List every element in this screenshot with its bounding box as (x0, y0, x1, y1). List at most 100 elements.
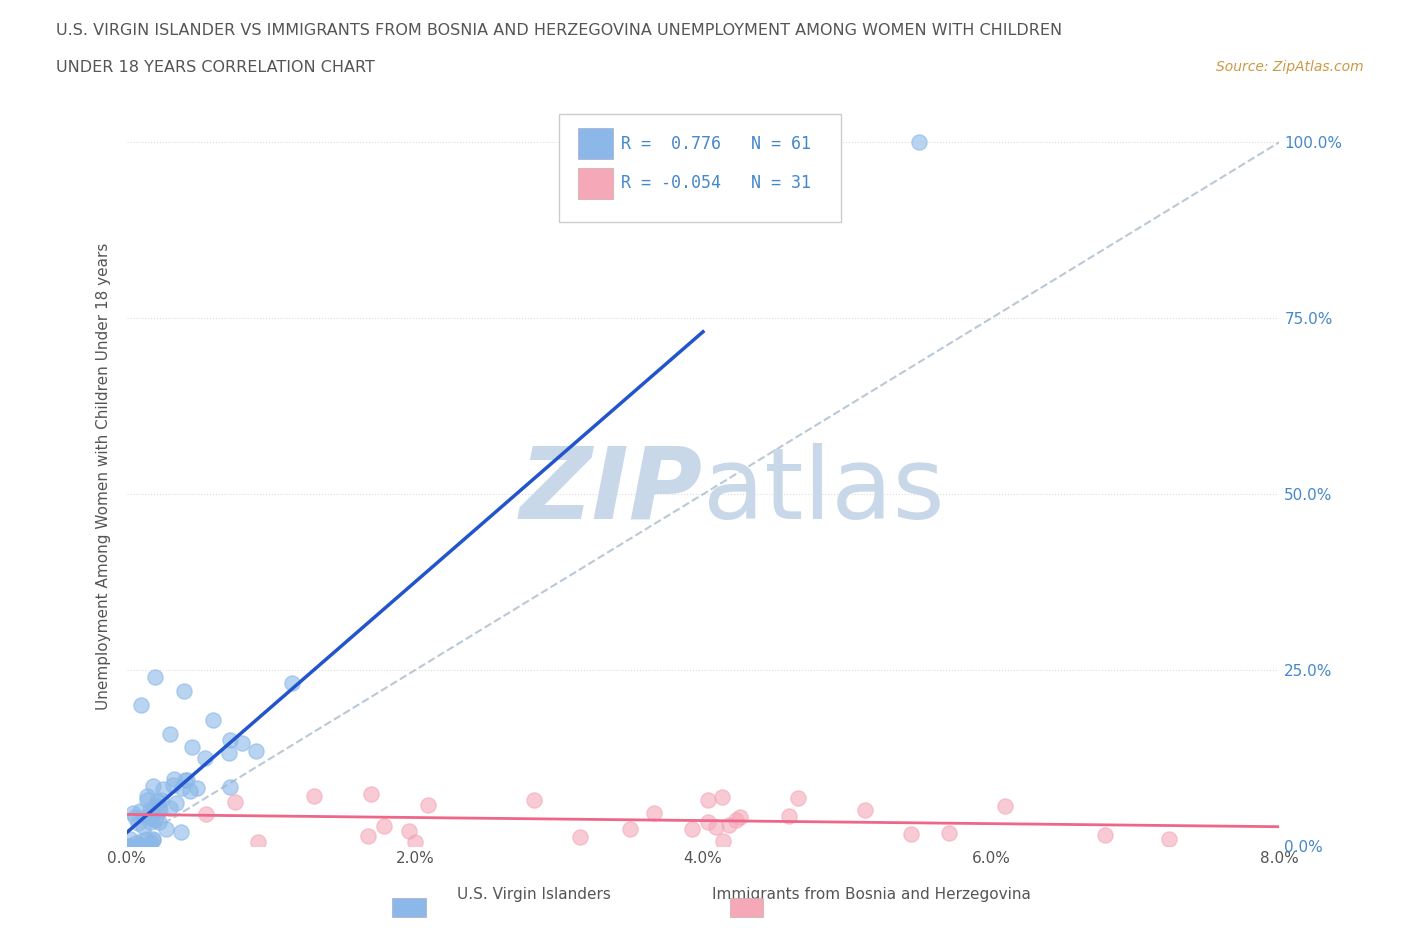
Point (245, 744, 267, 759)
Y-axis label: Unemployment Among Women with Children Under 18 years: Unemployment Among Women with Children U… (96, 243, 111, 711)
Point (994, 799, 1017, 814)
Text: R = -0.054   N = 31: R = -0.054 N = 31 (621, 174, 811, 193)
Point (162, 777, 184, 792)
Text: U.S. Virgin Islanders: U.S. Virgin Islanders (457, 887, 612, 902)
Text: atlas: atlas (703, 443, 945, 540)
Point (145, 810, 167, 825)
Point (643, 805, 665, 820)
Point (186, 780, 208, 795)
Point (1094, 828, 1116, 843)
Point (142, 831, 165, 846)
Point (125, 835, 148, 850)
Point (172, 780, 194, 795)
Text: UNDER 18 YEARS CORRELATION CHART: UNDER 18 YEARS CORRELATION CHART (56, 60, 375, 75)
Point (145, 798, 167, 813)
Point (280, 676, 302, 691)
Point (127, 816, 149, 830)
Point (619, 822, 641, 837)
Point (357, 829, 380, 844)
Point (717, 817, 740, 832)
Text: U.S. VIRGIN ISLANDER VS IMMIGRANTS FROM BOSNIA AND HERZEGOVINA UNEMPLOYMENT AMON: U.S. VIRGIN ISLANDER VS IMMIGRANTS FROM … (56, 23, 1063, 38)
Point (139, 835, 162, 850)
Point (145, 794, 167, 809)
Point (152, 781, 174, 796)
Point (523, 792, 546, 807)
Point (787, 790, 810, 805)
Point (713, 834, 735, 849)
Point (149, 802, 172, 817)
Point (143, 812, 166, 827)
Point (202, 712, 225, 727)
FancyBboxPatch shape (578, 167, 613, 199)
Point (141, 810, 163, 825)
Point (179, 784, 201, 799)
Point (181, 739, 204, 754)
Point (138, 814, 160, 829)
Point (142, 832, 165, 847)
Point (117, 839, 139, 854)
Point (1157, 831, 1180, 846)
Point (129, 698, 152, 713)
Point (224, 794, 246, 809)
FancyBboxPatch shape (578, 128, 613, 159)
Point (681, 822, 703, 837)
Point (174, 772, 197, 787)
Point (148, 814, 170, 829)
Point (124, 810, 146, 825)
Point (135, 793, 157, 808)
Point (145, 670, 166, 684)
Point (118, 831, 141, 846)
Point (135, 831, 157, 846)
Point (135, 808, 157, 823)
Point (163, 772, 186, 787)
Point (155, 821, 177, 836)
Point (165, 795, 187, 810)
Point (696, 815, 718, 830)
Point (142, 800, 165, 815)
Point (697, 792, 720, 807)
Point (139, 803, 162, 817)
Point (121, 805, 143, 820)
Text: R =  0.776   N = 61: R = 0.776 N = 61 (621, 135, 811, 153)
Point (398, 823, 420, 838)
FancyBboxPatch shape (560, 114, 841, 221)
Point (129, 833, 152, 848)
Text: ZIP: ZIP (520, 443, 703, 540)
Point (170, 825, 193, 840)
Point (231, 736, 253, 751)
Point (194, 751, 217, 765)
Point (129, 839, 152, 854)
Point (900, 827, 922, 842)
Point (173, 684, 195, 698)
Point (125, 839, 148, 854)
Point (159, 726, 181, 741)
Point (118, 839, 141, 854)
Point (219, 733, 242, 748)
Point (134, 839, 156, 854)
Point (404, 834, 426, 849)
Point (373, 819, 395, 834)
Point (149, 792, 172, 807)
Point (132, 818, 155, 833)
Text: Immigrants from Bosnia and Herzegovina: Immigrants from Bosnia and Herzegovina (713, 887, 1031, 902)
Point (360, 787, 382, 802)
Point (908, 135, 931, 150)
Point (569, 830, 592, 844)
Point (148, 800, 170, 815)
Point (706, 819, 728, 834)
Point (724, 813, 747, 828)
Point (136, 788, 159, 803)
Point (129, 804, 152, 818)
Point (194, 806, 217, 821)
Point (938, 826, 960, 841)
Point (302, 789, 325, 804)
Point (710, 790, 733, 804)
Point (416, 797, 439, 812)
Text: Source: ZipAtlas.com: Source: ZipAtlas.com (1216, 60, 1364, 74)
Point (138, 836, 160, 851)
Point (728, 810, 751, 825)
Point (159, 801, 181, 816)
Point (218, 746, 240, 761)
Point (176, 773, 198, 788)
Point (118, 839, 141, 854)
